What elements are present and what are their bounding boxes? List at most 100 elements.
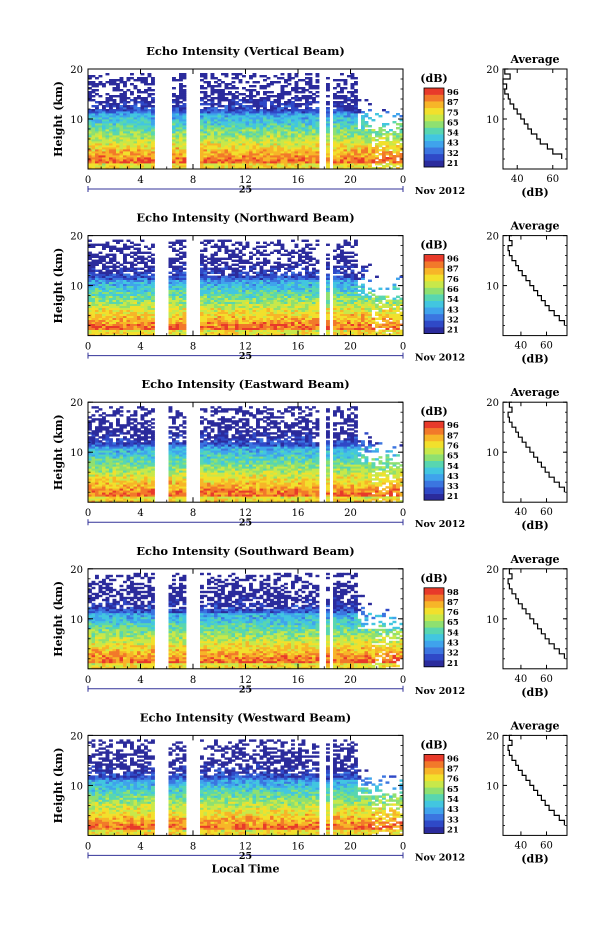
colorbar-swatch bbox=[424, 107, 444, 115]
heatmap-cell bbox=[270, 265, 274, 268]
heatmap-cell bbox=[256, 125, 260, 128]
heatmap-cell bbox=[340, 101, 344, 104]
heatmap-cell bbox=[203, 149, 208, 152]
heatmap-cell bbox=[137, 139, 141, 142]
heatmap-cell bbox=[137, 107, 141, 110]
heatmap-cell bbox=[298, 87, 302, 90]
heatmap-cell bbox=[137, 131, 141, 134]
heatmap-cell bbox=[207, 127, 211, 130]
heatmap-cell bbox=[238, 103, 243, 106]
heatmap-cell bbox=[140, 255, 145, 258]
heatmap-cell bbox=[182, 137, 187, 140]
heatmap-cell bbox=[368, 129, 372, 132]
heatmap-cell bbox=[210, 127, 215, 130]
heatmap-cell bbox=[123, 91, 127, 94]
heatmap-cell bbox=[182, 167, 187, 170]
heatmap-cell bbox=[273, 99, 278, 102]
heatmap-cell bbox=[140, 77, 145, 80]
heatmap-cell bbox=[210, 119, 215, 122]
heatmap-cell bbox=[179, 155, 183, 158]
heatmap-cell bbox=[224, 75, 229, 78]
heatmap-cell bbox=[112, 89, 117, 92]
heatmap-cell bbox=[259, 147, 264, 150]
heatmap-cell bbox=[231, 103, 236, 106]
heatmap-cell bbox=[207, 271, 211, 274]
heatmap-cell bbox=[217, 121, 222, 124]
heatmap-cell bbox=[88, 161, 92, 164]
heatmap-cell bbox=[112, 121, 117, 124]
heatmap-cell bbox=[273, 271, 278, 274]
heatmap-cell bbox=[95, 113, 99, 116]
heatmap-cell bbox=[102, 163, 106, 166]
heatmap-cell bbox=[151, 163, 155, 166]
heatmap-cell bbox=[214, 121, 218, 124]
heatmap-cell bbox=[214, 115, 218, 118]
heatmap-cell bbox=[182, 91, 187, 94]
heatmap-cell bbox=[210, 135, 215, 138]
heatmap-cell bbox=[256, 103, 260, 106]
heatmap-cell bbox=[151, 149, 155, 152]
heatmap-cell bbox=[98, 131, 103, 134]
heatmap-cell bbox=[217, 133, 222, 136]
heatmap-cell bbox=[144, 165, 148, 168]
heatmap-cell bbox=[266, 125, 271, 128]
heatmap-cell bbox=[259, 149, 264, 152]
heatmap-cell bbox=[214, 111, 218, 114]
heatmap-cell bbox=[200, 153, 204, 156]
heatmap-cell bbox=[259, 245, 264, 248]
heatmap-cell bbox=[179, 97, 183, 100]
heatmap-cell bbox=[228, 139, 232, 142]
heatmap-cell bbox=[238, 73, 243, 76]
heatmap-cell bbox=[382, 141, 386, 144]
heatmap-cell bbox=[235, 77, 239, 80]
heatmap-cell bbox=[266, 163, 271, 166]
heatmap-cell bbox=[151, 243, 155, 246]
heatmap-cell bbox=[245, 89, 250, 92]
heatmap-cell bbox=[315, 95, 320, 98]
heatmap-cell bbox=[217, 153, 222, 156]
heatmap-cell bbox=[249, 77, 253, 80]
heatmap-cell bbox=[256, 167, 260, 170]
heatmap-cell bbox=[308, 77, 313, 80]
heatmap-cell bbox=[266, 253, 271, 256]
heatmap-cell bbox=[123, 165, 127, 168]
heatmap-cell bbox=[116, 143, 120, 146]
heatmap-cell bbox=[214, 117, 218, 120]
heatmap-cell bbox=[378, 115, 383, 118]
heatmap-cell bbox=[252, 139, 257, 142]
heatmap-cell bbox=[242, 107, 246, 110]
heatmap-cell bbox=[116, 133, 120, 136]
heatmap-cell bbox=[133, 155, 138, 158]
heatmap-cell bbox=[144, 125, 148, 128]
heatmap-cell bbox=[91, 85, 96, 88]
heatmap-cell bbox=[245, 115, 250, 118]
heatmap-cell bbox=[109, 83, 113, 86]
heatmap-cell bbox=[182, 143, 187, 146]
heatmap-cell bbox=[179, 255, 183, 258]
heatmap-cell bbox=[214, 161, 218, 164]
heatmap-cell bbox=[263, 157, 267, 160]
heatmap-cell bbox=[133, 101, 138, 104]
heatmap-cell bbox=[175, 239, 180, 242]
heatmap-cell bbox=[88, 125, 92, 128]
heatmap-cell bbox=[168, 257, 173, 260]
heatmap-cell bbox=[147, 75, 152, 78]
heatmap-cell bbox=[266, 273, 271, 276]
heatmap-cell bbox=[140, 81, 145, 84]
heatmap-cell bbox=[217, 113, 222, 116]
heatmap-cell bbox=[235, 125, 239, 128]
heatmap-cell bbox=[88, 83, 92, 86]
heatmap-cell bbox=[259, 119, 264, 122]
heatmap-cell bbox=[88, 97, 92, 100]
heatmap-cell bbox=[224, 257, 229, 260]
heatmap-cell bbox=[263, 149, 267, 152]
heatmap-cell bbox=[228, 157, 232, 160]
heatmap-cell bbox=[91, 81, 96, 84]
heatmap-cell bbox=[133, 123, 138, 126]
heatmap-cell bbox=[105, 253, 110, 256]
heatmap-cell bbox=[151, 147, 155, 150]
heatmap-cell bbox=[123, 93, 127, 96]
heatmap-cell bbox=[238, 269, 243, 272]
heatmap-cell bbox=[263, 165, 267, 168]
heatmap-cell bbox=[126, 115, 131, 118]
